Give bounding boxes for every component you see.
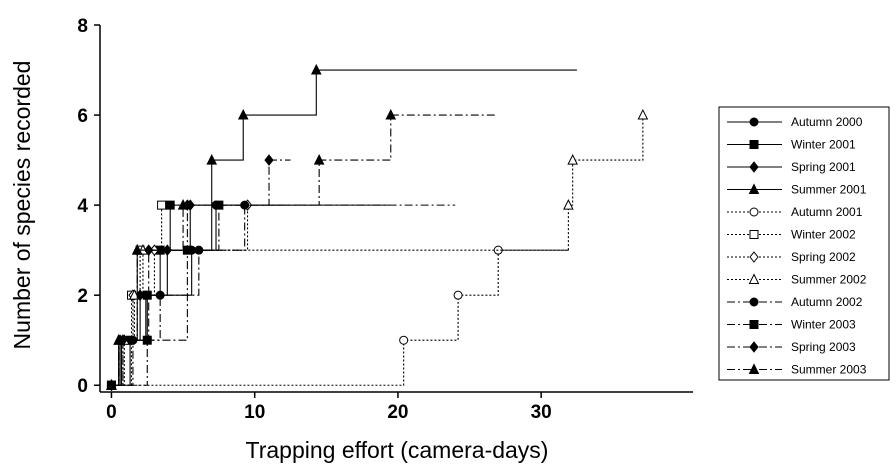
legend-box xyxy=(718,106,890,381)
y-tick-label: 2 xyxy=(77,286,88,307)
legend-label: Spring 2001 xyxy=(791,160,856,174)
marker xyxy=(453,290,463,300)
y-tick-label: 6 xyxy=(77,106,88,127)
legend-label: Summer 2002 xyxy=(791,273,867,287)
legend-label: Winter 2003 xyxy=(791,318,856,332)
step-line xyxy=(111,205,246,386)
marker xyxy=(106,379,117,390)
marker xyxy=(177,199,189,210)
marker xyxy=(749,320,759,329)
step-line xyxy=(111,160,270,386)
marker xyxy=(129,289,140,300)
marker xyxy=(637,108,649,120)
marker xyxy=(131,244,143,255)
legend-label: Summer 2001 xyxy=(791,183,867,197)
marker xyxy=(749,341,759,353)
marker xyxy=(313,153,325,165)
y-tick-label: 0 xyxy=(77,376,88,397)
legend-label: Autumn 2000 xyxy=(791,115,863,129)
marker xyxy=(563,199,574,210)
marker xyxy=(748,183,760,194)
x-tick-label: 10 xyxy=(244,402,265,423)
legend-label: Autumn 2002 xyxy=(791,295,863,309)
step-line xyxy=(111,115,392,386)
legend-label: Winter 2002 xyxy=(791,228,856,242)
legend-label: Autumn 2001 xyxy=(791,205,863,219)
x-tick-label: 0 xyxy=(106,402,117,423)
marker xyxy=(748,363,760,374)
x-tick-label: 20 xyxy=(387,402,408,423)
marker xyxy=(749,230,759,239)
marker xyxy=(206,153,218,165)
marker xyxy=(399,335,409,345)
marker xyxy=(749,207,759,217)
marker xyxy=(113,334,124,345)
marker xyxy=(748,273,760,284)
x-tick-label: 30 xyxy=(531,402,552,423)
step-line xyxy=(111,70,317,386)
marker xyxy=(749,251,759,263)
y-tick-label: 4 xyxy=(77,196,88,217)
marker xyxy=(264,154,274,166)
marker xyxy=(237,108,249,120)
x-axis-title: Trapping effort (camera-days) xyxy=(246,437,549,463)
marker xyxy=(385,108,397,120)
marker xyxy=(567,153,578,165)
marker xyxy=(155,290,165,300)
y-axis-title: Number of species recorded xyxy=(9,61,35,350)
marker xyxy=(749,117,759,127)
y-tick-label: 8 xyxy=(77,16,88,37)
legend-label: Spring 2002 xyxy=(791,250,856,264)
marker xyxy=(310,63,322,75)
step-line xyxy=(111,205,220,386)
marker xyxy=(749,140,759,149)
marker xyxy=(157,200,167,210)
legend-label: Summer 2003 xyxy=(791,363,867,377)
step-line xyxy=(111,250,499,386)
legend-label: Winter 2001 xyxy=(791,138,856,152)
marker xyxy=(749,297,759,307)
legend-label: Spring 2003 xyxy=(791,340,856,354)
marker xyxy=(749,161,759,173)
